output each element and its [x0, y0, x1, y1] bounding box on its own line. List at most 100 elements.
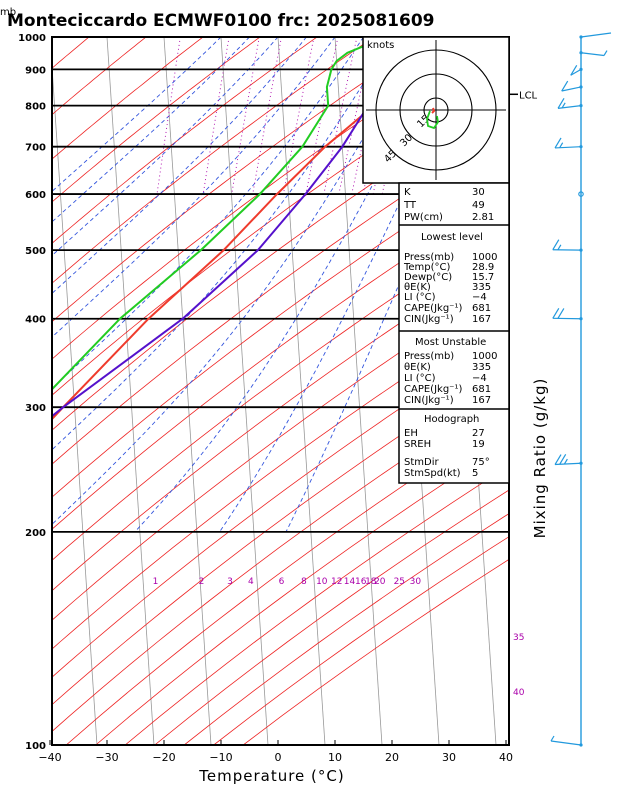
- mixing-ratio-label: 14: [344, 577, 356, 587]
- most-unstable-label: θE(K): [404, 362, 431, 373]
- indices-panel: K 30 TT 49 PW(cm) 2.81 Lowest level Pres…: [398, 182, 510, 484]
- pressure-tick-label: 300: [25, 403, 46, 414]
- wind-level-dot: [579, 51, 583, 55]
- most-unstable-value: 681: [472, 384, 491, 395]
- wind-barb-staff: [561, 86, 582, 92]
- index-value: 30: [472, 187, 485, 198]
- lowest-level-value: 681: [472, 303, 491, 314]
- hodograph-index-label: EH: [404, 428, 418, 439]
- dry-adiabat-line: [52, 251, 509, 592]
- x-tick-label: 30: [442, 751, 456, 764]
- hodograph-knots-label: knots: [367, 40, 394, 51]
- wind-barb-feather: [559, 453, 567, 465]
- isotherm-line: [106, 37, 155, 745]
- mixing-ratio-label: 16: [355, 577, 367, 587]
- wind-barb-feather: [557, 98, 565, 109]
- dry-adiabat-line: [52, 308, 509, 650]
- pressure-axis: 1000 900 800 700 600 500 400 300 200 100: [18, 33, 46, 752]
- wind-barb-feather: [557, 308, 565, 319]
- storm-label: StmSpd(kt): [404, 468, 461, 479]
- pressure-tick-label: 800: [25, 102, 46, 113]
- unit-mb-label: mb: [0, 7, 16, 18]
- mixing-ratio-line: [202, 37, 230, 195]
- pressure-tick-label: 400: [25, 315, 46, 326]
- isotherm-line: [220, 37, 269, 745]
- wind-level-dot: [579, 85, 583, 89]
- storm-value: 75°: [472, 457, 490, 468]
- lowest-level-label: Dewp(°C): [404, 272, 452, 283]
- hodograph-index-label: SREH: [404, 439, 431, 450]
- lcl-label: LCL: [519, 90, 538, 101]
- x-tick-label: 10: [328, 751, 342, 764]
- most-unstable-label: Press(mb): [404, 351, 454, 362]
- x-tick-label: −10: [209, 751, 232, 764]
- wind-level-dot: [579, 317, 583, 321]
- index-value: 2.81: [472, 212, 494, 223]
- wind-barb-feather: [557, 244, 562, 251]
- section-title-most-unstable: Most Unstable: [415, 337, 486, 348]
- wind-barb-feather: [554, 137, 562, 149]
- mixing-ratio-label: 4: [248, 577, 254, 587]
- most-unstable-label: CAPE(Jkg⁻¹): [404, 384, 462, 395]
- pressure-tick-label: 700: [25, 143, 46, 154]
- wind-barb-feather: [554, 454, 562, 465]
- mixing-ratio-label: 3: [227, 577, 233, 587]
- dry-adiabat-line: [52, 37, 375, 284]
- wind-barb-feather: [570, 64, 578, 76]
- dry-adiabat-line: [52, 37, 204, 160]
- x-tick-label: 20: [385, 751, 399, 764]
- x-tick-label: −40: [38, 751, 61, 764]
- x-tick-label: −20: [152, 751, 175, 764]
- mixing-ratio-label: 6: [279, 577, 285, 587]
- lowest-level-value: 167: [472, 314, 491, 325]
- dry-adiabat-line: [52, 37, 261, 203]
- lowest-level-label: θE(K): [404, 282, 431, 293]
- right-axis-label: Mixing Ratio (g/kg): [531, 378, 549, 539]
- moist-adiabat-line: [52, 37, 364, 390]
- lowest-level-value: −4: [472, 292, 487, 303]
- lowest-level-label: LI (°C): [404, 292, 436, 303]
- wind-barb-feather: [561, 102, 566, 109]
- pressure-tick-label: 600: [25, 190, 46, 201]
- wind-barb-staff: [570, 68, 582, 76]
- wind-barb-feather: [603, 50, 608, 56]
- lowest-level-label: Press(mb): [404, 252, 454, 263]
- wind-level-dot: [579, 67, 583, 71]
- wind-calm-circle: [578, 191, 584, 197]
- lowest-level-value: 335: [472, 282, 491, 293]
- most-unstable-value: 335: [472, 362, 491, 373]
- lowest-level-label: CAPE(Jkg⁻¹): [404, 303, 462, 314]
- index-label: PW(cm): [404, 212, 443, 223]
- mixing-ratio-label: 35: [513, 633, 524, 643]
- wind-level-dot: [579, 248, 583, 252]
- section-title-hodograph: Hodograph: [424, 414, 479, 425]
- lcl-marker: LCL: [509, 90, 538, 101]
- dry-adiabat-line: [52, 159, 509, 498]
- wind-barb-staff: [554, 146, 582, 149]
- wind-barb-feather: [563, 458, 568, 465]
- dry-adiabat-line: [52, 93, 509, 431]
- storm-motion-mark: [431, 107, 436, 114]
- wind-barb-feather: [550, 735, 555, 742]
- mixing-ratio-label: 1: [153, 577, 159, 587]
- wind-level-dot: [579, 461, 583, 465]
- pressure-tick-label: 200: [25, 528, 46, 539]
- storm-label: StmDir: [404, 457, 439, 468]
- mixing-ratio-label: 10: [316, 577, 328, 587]
- x-tick-label: 0: [275, 751, 282, 764]
- mixing-ratio-line: [156, 37, 181, 195]
- most-unstable-value: 1000: [472, 351, 497, 362]
- x-tick-label: 40: [499, 751, 513, 764]
- hodograph-index-value: 27: [472, 428, 485, 439]
- wind-level-dot: [579, 35, 583, 39]
- wind-barb-staff: [550, 740, 582, 746]
- wind-barb-feather: [559, 142, 564, 149]
- x-tick-label: −30: [95, 751, 118, 764]
- dry-adiabat-line: [52, 336, 509, 678]
- dry-adiabat-line: [52, 37, 318, 244]
- wind-barb-staff: [557, 105, 582, 109]
- lowest-level-value: 15.7: [472, 272, 494, 283]
- moist-adiabat-line: [52, 37, 222, 193]
- most-unstable-value: 167: [472, 395, 491, 406]
